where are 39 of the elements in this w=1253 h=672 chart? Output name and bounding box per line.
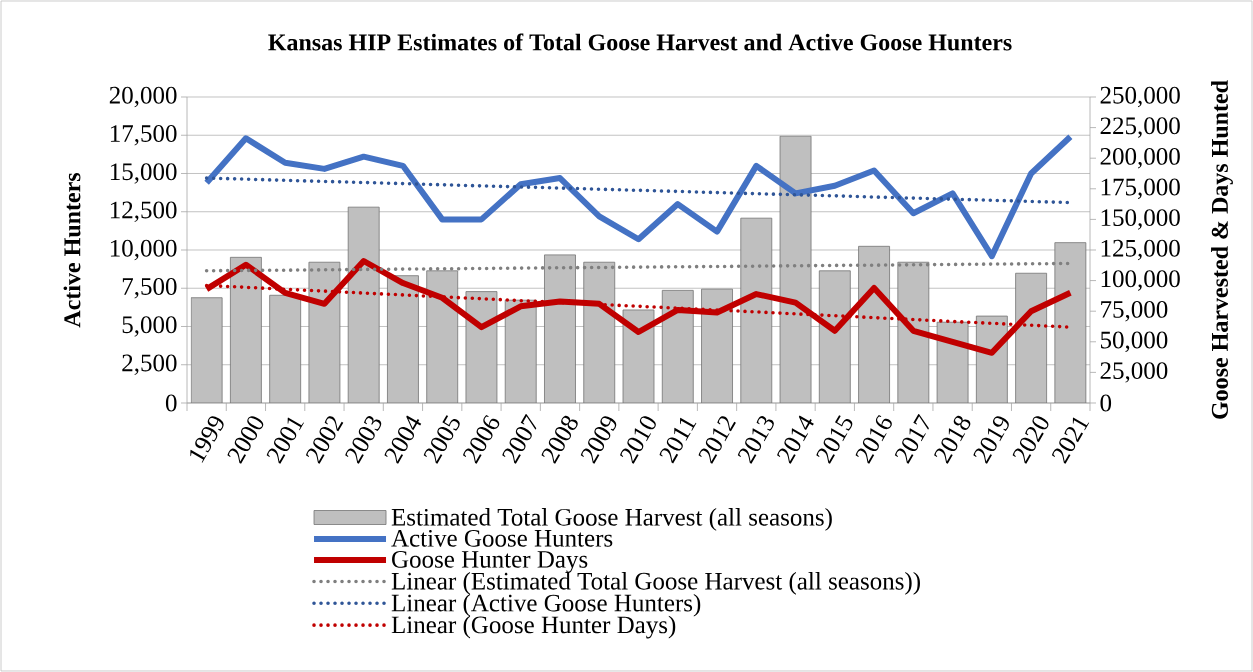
bar <box>269 294 302 403</box>
y2-axis-title: Goose Harvested & Days Hunted <box>1211 80 1233 419</box>
y2-tick-label: 150,000 <box>1101 209 1180 230</box>
legend-label: Goose Hunter Days <box>392 550 588 573</box>
bar <box>740 217 773 403</box>
legend-label: Estimated Total Goose Harvest (all seasons) <box>391 508 832 531</box>
y2-tick-label: 250,000 <box>1100 86 1180 108</box>
y2-tick-label: 225,000 <box>1100 117 1180 138</box>
y2-tick-label: 50,000 <box>1101 331 1168 353</box>
y2-tick-label: 75,000 <box>1101 300 1168 322</box>
y-tick-label: 7,500 <box>122 278 177 299</box>
y2-tick-label: 0 <box>1100 394 1112 412</box>
bar <box>387 275 419 403</box>
chart-title: Kansas HIP Estimates of Total Goose Harvest and Active Goose Hunters <box>268 33 1012 51</box>
y-axis-title: Active Hunters <box>63 172 81 328</box>
bar <box>544 254 576 403</box>
y-tick-label: 0 <box>165 394 177 412</box>
legend-label: Linear (Estimated Total Goose Harvest (all seasons)) <box>391 572 920 595</box>
bar <box>1054 242 1087 403</box>
bar <box>190 297 223 403</box>
bar <box>347 206 380 403</box>
y2-tick-label: 100,000 <box>1101 270 1180 291</box>
bar <box>230 256 262 403</box>
y2-tick-label: 125,000 <box>1101 239 1180 261</box>
bar <box>583 261 616 403</box>
y2-tick-label: 25,000 <box>1100 362 1168 383</box>
y-tick-label: 17,500 <box>110 125 177 146</box>
y-tick-label: 15,000 <box>110 163 177 184</box>
y-tick-label: 12,500 <box>110 201 177 222</box>
y2-tick-label: 175,000 <box>1101 178 1180 200</box>
y2-tick-label: 200,000 <box>1100 147 1180 169</box>
y-tick-label: 10,000 <box>110 239 177 261</box>
legend-label: Linear (Goose Hunter Days) <box>391 615 676 639</box>
legend-label: Active Goose Hunters <box>391 529 613 547</box>
y-tick-label: 5,000 <box>122 316 177 337</box>
y-tick-label: 2,500 <box>122 354 177 375</box>
legend-label: Linear (Active Goose Hunters) <box>391 593 701 617</box>
y-tick-label: 20,000 <box>109 86 177 108</box>
bar <box>426 270 459 403</box>
